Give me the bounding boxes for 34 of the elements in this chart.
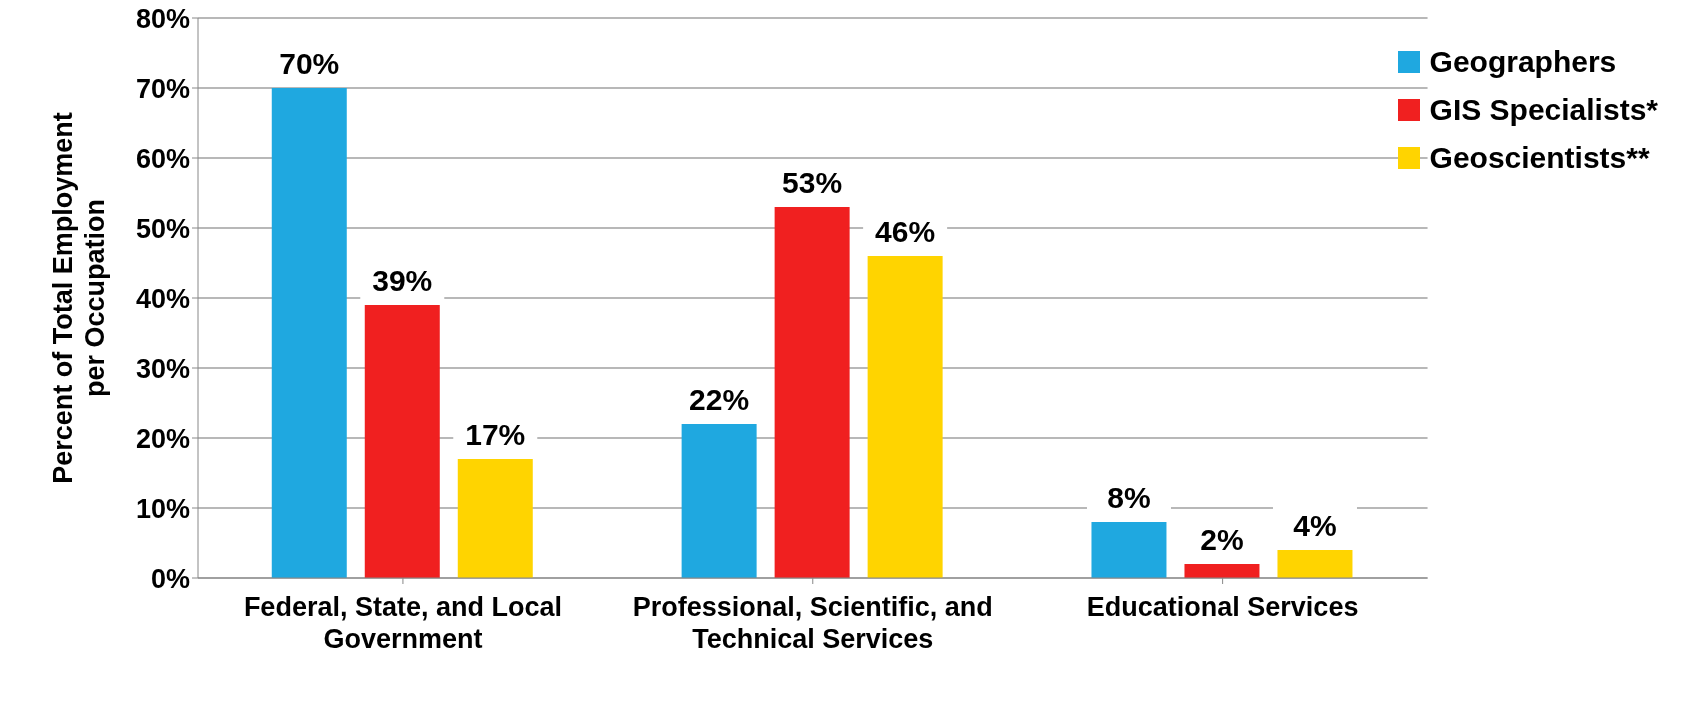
bar <box>774 207 850 578</box>
y-tick-label: 50% <box>135 213 190 244</box>
y-tick-label: 0% <box>150 563 190 594</box>
bar <box>681 424 757 578</box>
bar <box>1091 522 1167 578</box>
x-tick-label: Professional, Scientific, and Technical Services <box>632 592 993 654</box>
x-tick-label: Educational Services <box>1086 592 1359 622</box>
y-tick-label: 30% <box>135 353 190 384</box>
data-label: 4% <box>1293 509 1337 542</box>
legend-label: Geoscientists** <box>1429 141 1650 175</box>
y-tick-label: 70% <box>135 73 190 104</box>
bar <box>457 459 533 578</box>
y-tick-label: 10% <box>135 493 190 524</box>
bar <box>364 305 440 578</box>
y-tick-label: 80% <box>135 3 190 34</box>
bar <box>1277 550 1353 578</box>
bar <box>867 256 943 578</box>
y-axis-title: Percent of Total Employment per Occupation <box>48 112 110 484</box>
legend-label: Geographers <box>1429 45 1617 79</box>
y-tick-label: 60% <box>135 143 190 174</box>
y-tick-label: 40% <box>135 283 190 314</box>
data-label: 39% <box>372 264 433 297</box>
bar <box>271 88 347 578</box>
bar <box>1184 564 1260 578</box>
data-label: 17% <box>465 418 526 451</box>
data-label: 53% <box>782 166 843 199</box>
x-tick-label: Federal, State, and Local Government <box>243 592 562 654</box>
data-label: 2% <box>1200 523 1244 556</box>
y-tick-label: 20% <box>135 423 190 454</box>
legend-label: GIS Specialists* <box>1429 93 1658 127</box>
data-label: 22% <box>689 383 750 416</box>
data-label: 70% <box>279 47 340 80</box>
data-label: 46% <box>875 215 936 248</box>
data-label: 8% <box>1107 481 1151 514</box>
